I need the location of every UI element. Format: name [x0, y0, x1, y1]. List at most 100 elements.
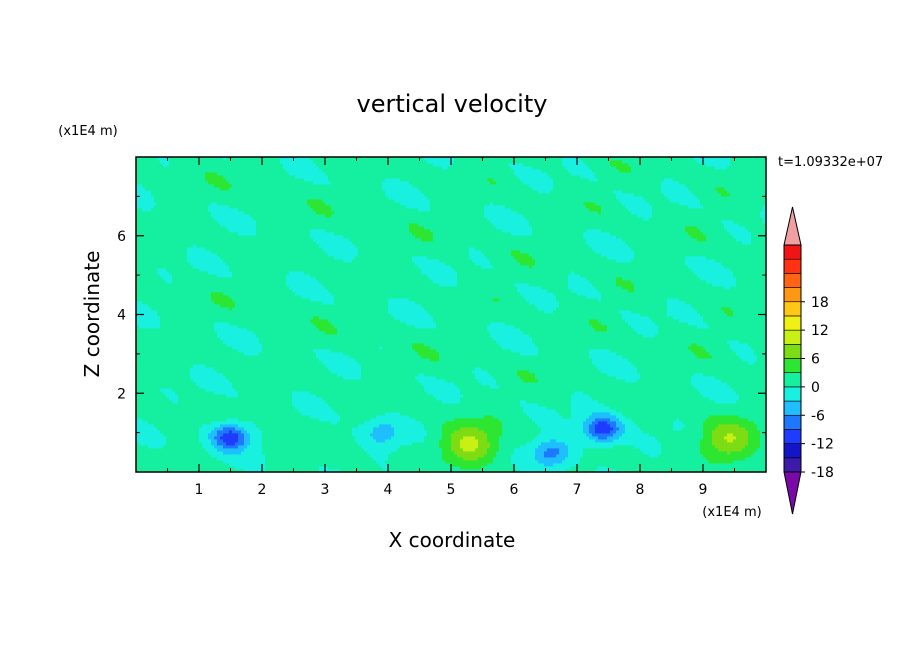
field-cell	[508, 451, 511, 454]
field-cell	[238, 406, 241, 409]
field-cell	[490, 424, 493, 427]
field-cell	[415, 400, 418, 403]
field-cell	[346, 451, 349, 454]
field-cell	[694, 433, 697, 436]
field-cell	[247, 451, 250, 454]
field-cell	[394, 418, 397, 421]
field-cell	[673, 439, 676, 442]
field-cell	[478, 457, 481, 460]
field-cell	[274, 439, 277, 442]
field-cell	[295, 427, 298, 430]
field-cell	[211, 451, 214, 454]
field-cell	[460, 403, 463, 406]
field-cell	[586, 400, 589, 403]
field-cell	[652, 460, 655, 463]
field-cell	[661, 403, 664, 406]
field-cell	[334, 424, 337, 427]
field-cell	[682, 445, 685, 448]
field-cell	[361, 421, 364, 424]
field-cell	[529, 418, 532, 421]
field-cell	[193, 448, 196, 451]
field-cell	[472, 451, 475, 454]
field-cell	[151, 466, 154, 469]
field-cell	[700, 427, 703, 430]
field-cell	[502, 406, 505, 409]
field-cell	[256, 448, 259, 451]
field-cell	[613, 442, 616, 445]
field-cell	[166, 433, 169, 436]
field-cell	[364, 463, 367, 466]
field-cell	[757, 424, 760, 427]
field-cell	[286, 433, 289, 436]
field-cell	[580, 418, 583, 421]
field-cell	[259, 433, 262, 436]
field-cell	[412, 400, 415, 403]
field-cell	[229, 433, 232, 436]
field-cell	[760, 448, 763, 451]
field-cell	[451, 442, 454, 445]
field-cell	[547, 439, 550, 442]
field-cell	[511, 421, 514, 424]
field-cell	[217, 439, 220, 442]
field-cell	[586, 418, 589, 421]
field-cell	[445, 454, 448, 457]
field-cell	[199, 418, 202, 421]
field-cell	[445, 427, 448, 430]
field-cell	[532, 466, 535, 469]
field-cell	[748, 412, 751, 415]
field-cell	[649, 436, 652, 439]
field-cell	[580, 415, 583, 418]
field-cell	[400, 427, 403, 430]
field-cell	[631, 466, 634, 469]
field-cell	[163, 442, 166, 445]
field-cell	[229, 442, 232, 445]
field-cell	[325, 448, 328, 451]
field-cell	[406, 454, 409, 457]
field-cell	[412, 439, 415, 442]
field-cell	[667, 421, 670, 424]
field-cell	[583, 406, 586, 409]
field-cell	[139, 433, 142, 436]
field-cell	[385, 451, 388, 454]
field-cell	[691, 448, 694, 451]
field-cell	[229, 409, 232, 412]
field-cell	[418, 442, 421, 445]
field-cell	[469, 457, 472, 460]
field-cell	[727, 403, 730, 406]
field-cell	[397, 418, 400, 421]
field-cell	[697, 442, 700, 445]
field-cell	[412, 442, 415, 445]
field-cell	[517, 463, 520, 466]
field-cell	[343, 451, 346, 454]
field-cell	[301, 430, 304, 433]
field-cell	[700, 430, 703, 433]
field-cell	[655, 430, 658, 433]
field-cell	[520, 439, 523, 442]
field-cell	[352, 412, 355, 415]
field-cell	[427, 430, 430, 433]
field-cell	[322, 409, 325, 412]
field-cell	[142, 412, 145, 415]
field-cell	[256, 406, 259, 409]
field-cell	[343, 430, 346, 433]
field-cell	[541, 442, 544, 445]
field-cell	[388, 418, 391, 421]
field-cell	[448, 454, 451, 457]
field-cell	[169, 439, 172, 442]
field-cell	[196, 457, 199, 460]
field-cell	[439, 403, 442, 406]
field-cell	[271, 457, 274, 460]
field-cell	[592, 403, 595, 406]
field-cell	[373, 418, 376, 421]
field-cell	[412, 448, 415, 451]
field-cell	[532, 442, 535, 445]
field-cell	[625, 433, 628, 436]
field-cell	[520, 451, 523, 454]
field-cell	[202, 451, 205, 454]
field-cell	[475, 466, 478, 469]
field-cell	[691, 424, 694, 427]
field-cell	[457, 430, 460, 433]
field-cell	[217, 418, 220, 421]
field-cell	[505, 403, 508, 406]
field-cell	[358, 430, 361, 433]
